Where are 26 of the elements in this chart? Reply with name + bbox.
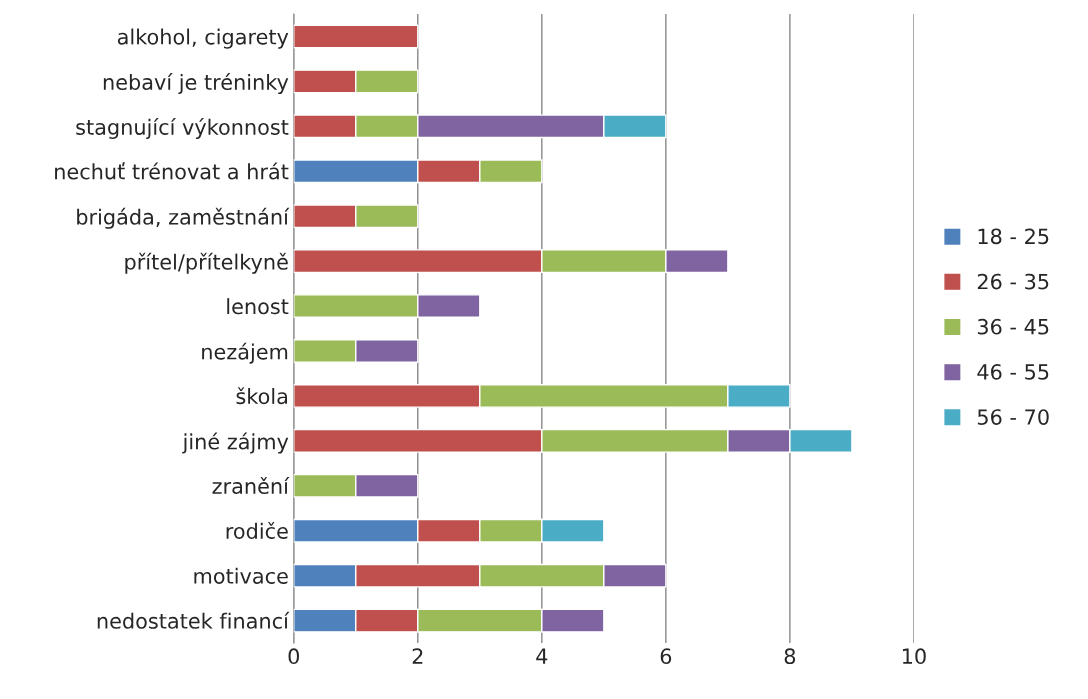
x-tick-label: 4 [536, 648, 548, 664]
legend-label: 56 - 70 [977, 409, 1049, 425]
bar [293, 24, 419, 49]
legend-label: 18 - 25 [978, 228, 1049, 245]
y-tick-label: motivace [194, 567, 288, 584]
y-tick-label: nebaví je tréninky [103, 73, 289, 95]
legend-label: 36 - 45 [977, 318, 1049, 335]
y-tick-label: alkohol, cigarety [117, 28, 289, 49]
y-tick-label: nechuť trénovat a hrát [55, 162, 289, 180]
y-tick-label: zranění [212, 477, 290, 495]
y-tick-label: přítel/přítelkyně [125, 252, 288, 274]
y-tick-label: brigáda, zaměstnání [77, 207, 290, 229]
x-tick-label: 0 [288, 648, 299, 665]
y-tick-label: škola [236, 387, 288, 405]
x-tick-label: 2 [412, 648, 423, 664]
y-tick-label: nedostatek financí [97, 611, 290, 629]
y-tick-label: nezájem [202, 342, 288, 364]
x-tick-label: 8 [784, 648, 796, 665]
legend-label: 26 - 35 [977, 273, 1049, 290]
y-tick-label: lenost [227, 298, 289, 315]
y-tick-label: stagnující výkonnost [76, 117, 289, 139]
y-tick-label: rodiče [226, 521, 288, 539]
x-tick-label: 6 [660, 648, 672, 665]
x-tick-label: 10 [902, 648, 926, 665]
legend-label: 46 - 55 [977, 363, 1049, 380]
y-tick-label: jiné zájmy [182, 432, 289, 454]
